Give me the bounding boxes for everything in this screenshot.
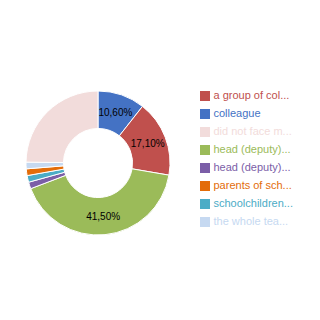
html-text:head (deputy)...: head (deputy)... (213, 143, 291, 155)
html-text:the whole tea...: the whole tea... (213, 215, 289, 227)
html-text:schoolchildren...: schoolchildren... (213, 197, 293, 209)
html-text:colleague: colleague (213, 107, 261, 119)
html-text:parents of sch...: parents of sch... (213, 179, 292, 191)
svg-text:41,50%: 41,50% (86, 211, 120, 222)
html-text:head (deputy)...: head (deputy)... (213, 161, 291, 173)
svg-text:17,10%: 17,10% (131, 138, 165, 149)
svg-text:10,60%: 10,60% (98, 107, 132, 118)
html-text:did not face m...: did not face m... (213, 125, 292, 137)
html-text:a group of col...: a group of col... (213, 89, 290, 101)
